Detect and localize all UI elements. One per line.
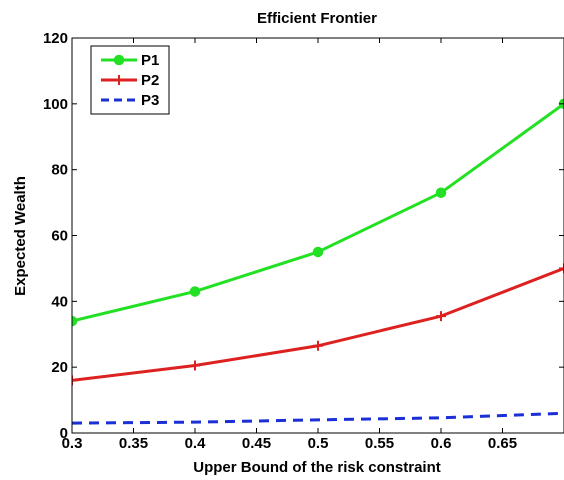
- series-point-p2: [190, 360, 200, 371]
- x-tick-label: 0.6: [431, 435, 452, 452]
- x-axis-title: Upper Bound of the risk constraint: [193, 459, 441, 476]
- series-point-p1: [312, 246, 324, 258]
- y-tick-label: 120: [43, 30, 68, 47]
- y-tick-label: 20: [51, 359, 68, 376]
- legend: P1 P2 P3: [90, 45, 170, 115]
- plot-area: [72, 98, 564, 425]
- x-tick-label: 0.35: [119, 435, 148, 452]
- legend-marker-p1: [113, 54, 125, 66]
- legend-label-p1: P1: [141, 52, 159, 69]
- series-point-p2: [72, 375, 77, 386]
- series-line-p2: [72, 267, 564, 382]
- series-line-p3: [72, 411, 564, 425]
- y-tick-label: 100: [43, 96, 68, 113]
- x-tick-label: 0.45: [242, 435, 271, 452]
- series-point-p2: [559, 263, 564, 274]
- y-tick-label: 40: [51, 293, 68, 310]
- x-tick-label: 0.4: [185, 435, 207, 452]
- legend-label-p2: P2: [141, 72, 159, 89]
- series-line-p1: [72, 102, 564, 323]
- series-point-p2: [436, 311, 446, 322]
- chart-title: Efficient Frontier: [257, 10, 377, 27]
- legend-label-p3: P3: [141, 92, 159, 109]
- y-tick-label: 60: [51, 228, 68, 245]
- x-tick-label: 0.3: [62, 435, 83, 452]
- x-tick-label: 0.55: [365, 435, 394, 452]
- series-point-p1: [189, 286, 201, 297]
- series-point-p1: [72, 315, 78, 327]
- y-axis-title: Expected Wealth: [12, 176, 29, 296]
- y-tick-label: 80: [51, 162, 68, 179]
- x-tick-label: 0.65: [488, 435, 517, 452]
- y-tick-label: 0: [60, 425, 68, 442]
- x-tick-label: 0.5: [308, 435, 329, 452]
- series-point-p1: [435, 187, 447, 198]
- series-point-p2: [313, 340, 323, 351]
- legend-marker-p2: [114, 75, 124, 85]
